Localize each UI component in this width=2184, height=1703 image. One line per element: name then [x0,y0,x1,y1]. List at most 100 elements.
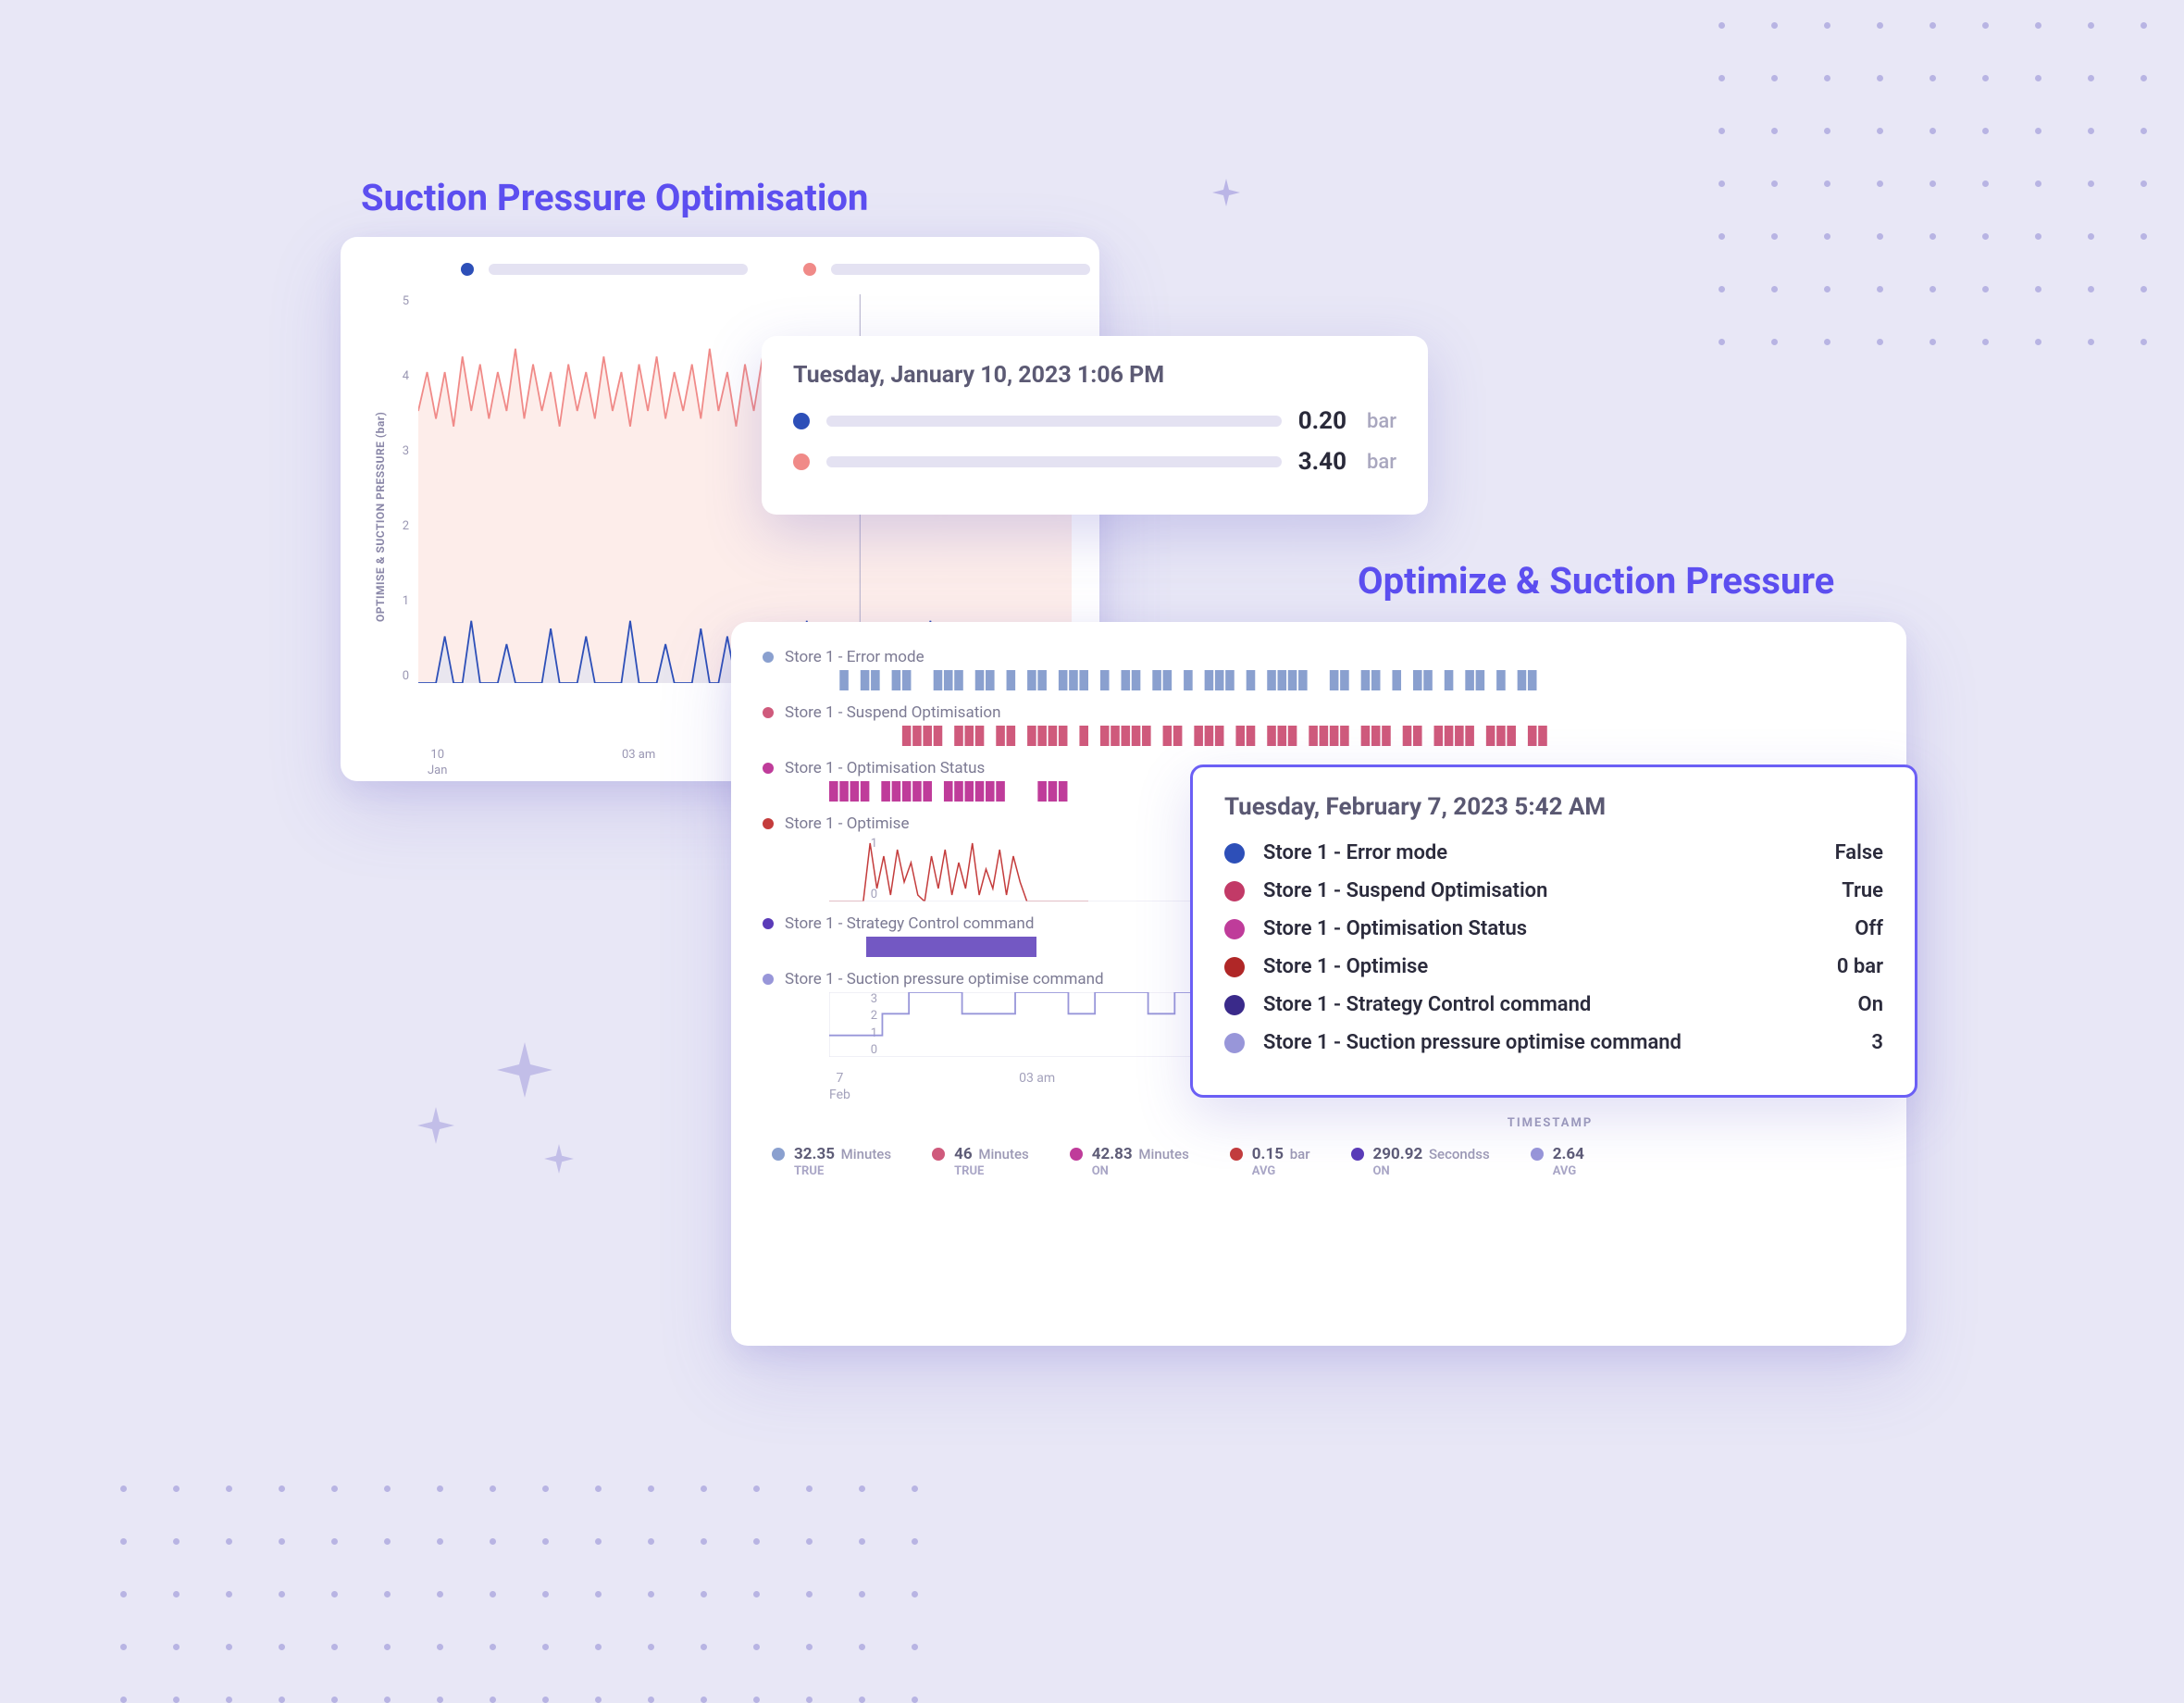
tooltip2-row: Store 1 - Suspend OptimisationTrue [1224,879,1883,902]
stat-item: 290.92 Secondss ON [1351,1145,1490,1178]
stat-dot [1070,1148,1083,1161]
legend-item-blue [461,263,748,276]
chart1-ylabel: OPTIMISE & SUCTION PRESSURE (bar) [368,294,392,739]
tooltip2-dot [1224,919,1245,939]
stat-unit: Secondss [1425,1146,1489,1162]
sparkle-icon [417,1107,454,1144]
stat-item: 42.83 Minutes ON [1070,1145,1189,1178]
tooltip1-row: 3.40 bar [793,448,1396,476]
series-dot [763,707,774,718]
tooltip2-dot [1224,1033,1245,1053]
series-track [829,670,1875,690]
tooltip1-dot [793,454,810,470]
series-label-text: Store 1 - Optimisation Status [785,759,985,777]
series-label-text: Store 1 - Error mode [785,648,924,666]
series-label-text: Store 1 - Strategy Control command [785,914,1034,933]
tooltip2-value: False [1835,841,1883,864]
stat-dot [1351,1148,1364,1161]
series-dot [763,763,774,774]
stat-sub: TRUE [794,1164,891,1178]
tooltip1-unit: bar [1367,451,1396,474]
stat-dot [1531,1148,1544,1161]
tooltip2-value: 0 bar [1837,955,1883,978]
tooltip2-dot [1224,995,1245,1015]
stat-dot [1230,1148,1243,1161]
tooltip1-title: Tuesday, January 10, 2023 1:06 PM [793,362,1396,389]
series-label-text: Store 1 - Suction pressure optimise comm… [785,970,1104,988]
legend-item-red [803,263,1090,276]
stats-row: 32.35 MinutesTRUE46 MinutesTRUE42.83 Min… [763,1145,1875,1178]
series-dot [763,918,774,929]
legend-dot [461,263,474,276]
chart1-yaxis: 543210 [392,294,418,683]
tooltip1-dot [793,413,810,429]
stat-value: 32.35 [794,1145,835,1163]
tooltip2-label: Store 1 - Suspend Optimisation [1263,879,1842,902]
tooltip2-row: Store 1 - Optimisation StatusOff [1224,917,1883,940]
stat-sub: AVG [1553,1164,1587,1178]
tooltip2-value: Off [1855,917,1883,940]
tooltip1-value: 0.20 [1298,407,1346,435]
stat-dot [932,1148,945,1161]
sparkle-icon [497,1042,552,1098]
stat-sub: ON [1373,1164,1490,1178]
tooltip2-label: Store 1 - Error mode [1263,841,1835,864]
sparkle-icon [1212,179,1240,206]
tooltip2-label: Store 1 - Optimise [1263,955,1837,978]
tooltip2-value: True [1842,879,1883,902]
chart1-legend [368,259,1072,289]
tooltip2-row: Store 1 - Suction pressure optimise comm… [1224,1031,1883,1054]
stat-item: 0.15 barAVG [1230,1145,1310,1178]
stat-value: 46 [954,1145,973,1163]
timestamp-label: TIMESTAMP [763,1116,1875,1130]
stat-value: 42.83 [1092,1145,1133,1163]
series-dot [763,974,774,985]
tooltip1-placeholder [826,456,1282,467]
stat-value: 0.15 [1252,1145,1284,1163]
tooltip2-value: 3 [1871,1031,1883,1054]
tooltip1-placeholder [826,416,1282,427]
stat-unit: Minutes [1135,1146,1189,1162]
legend-placeholder [489,264,748,275]
tooltip1-row: 0.20 bar [793,407,1396,435]
stat-dot [772,1148,785,1161]
stat-unit: Minutes [975,1146,1029,1162]
dot-grid-bl [120,1485,918,1703]
tooltip2-value: On [1858,993,1883,1016]
tooltip2-label: Store 1 - Suction pressure optimise comm… [1263,1031,1871,1054]
tooltip2-label: Store 1 - Strategy Control command [1263,993,1858,1016]
legend-dot [803,263,816,276]
series-label-text: Store 1 - Suspend Optimisation [785,703,1000,722]
stat-unit: Minutes [838,1146,891,1162]
series-dot [763,818,774,829]
stat-item: 2.64AVG [1531,1145,1587,1178]
tooltip1-unit: bar [1367,410,1396,433]
stat-item: 32.35 Minutes TRUE [772,1145,891,1178]
title-optimize-suction: Optimize & Suction Pressure [1358,559,1834,603]
series-label-text: Store 1 - Optimise [785,814,909,833]
stat-item: 46 Minutes TRUE [932,1145,1029,1178]
tooltip2-dot [1224,843,1245,864]
tooltip-card-2: Tuesday, February 7, 2023 5:42 AM Store … [1190,764,1917,1098]
tooltip2-row: Store 1 - Strategy Control commandOn [1224,993,1883,1016]
stat-sub: ON [1092,1164,1189,1178]
stat-value: 290.92 [1373,1145,1423,1163]
tooltip2-row: Store 1 - Optimise0 bar [1224,955,1883,978]
tooltip2-dot [1224,957,1245,977]
tooltip2-title: Tuesday, February 7, 2023 5:42 AM [1224,793,1883,821]
stat-value: 2.64 [1553,1145,1584,1163]
series-block: Store 1 - Suspend Optimisation [763,703,1875,746]
series-track [829,726,1875,746]
dot-grid-tr [1719,22,2147,345]
series-dot [763,652,774,663]
stat-sub: TRUE [954,1164,1029,1178]
tooltip-card-1: Tuesday, January 10, 2023 1:06 PM 0.20 ba… [762,336,1428,515]
stat-unit: bar [1286,1146,1310,1162]
tooltip2-row: Store 1 - Error modeFalse [1224,841,1883,864]
tooltip2-dot [1224,881,1245,901]
sparkle-icon [544,1144,574,1174]
title-suction-pressure: Suction Pressure Optimisation [361,176,868,219]
legend-placeholder [831,264,1090,275]
tooltip2-label: Store 1 - Optimisation Status [1263,917,1855,940]
tooltip1-value: 3.40 [1298,448,1346,476]
